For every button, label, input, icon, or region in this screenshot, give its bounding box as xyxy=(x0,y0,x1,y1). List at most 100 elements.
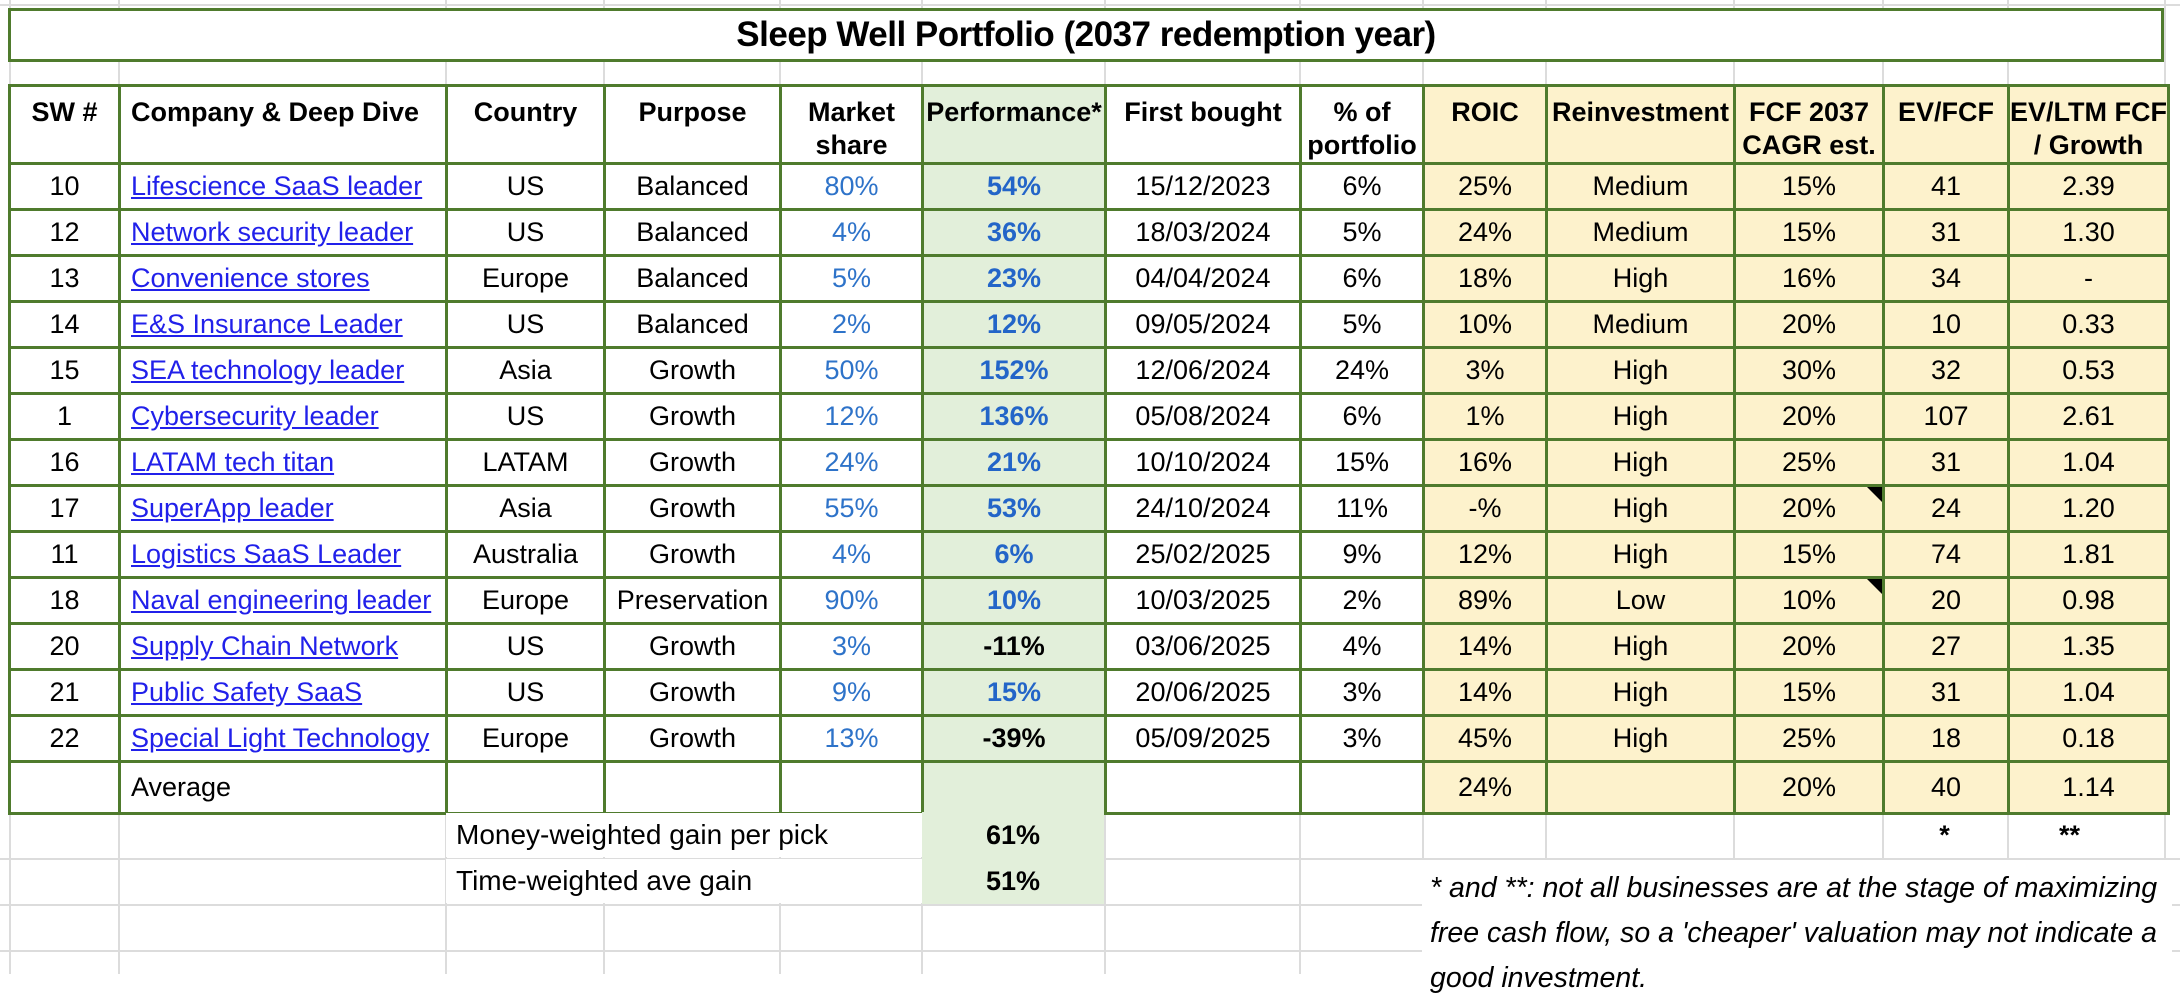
sw-number-cell[interactable]: 11 xyxy=(8,530,121,579)
reinvestment-cell[interactable]: High xyxy=(1545,622,1736,671)
fcf-cagr-cell[interactable]: 25% xyxy=(1733,714,1885,763)
roic-cell[interactable]: 45% xyxy=(1422,714,1548,763)
cell[interactable] xyxy=(1104,760,1302,815)
country-cell[interactable]: US xyxy=(445,622,606,671)
pct-portfolio-cell[interactable]: 3% xyxy=(1299,668,1425,717)
col-header-sw[interactable]: SW # xyxy=(8,84,121,165)
purpose-cell[interactable]: Growth xyxy=(603,438,782,487)
market-share-cell[interactable]: 50% xyxy=(779,346,924,395)
first-bought-cell[interactable]: 10/10/2024 xyxy=(1104,438,1302,487)
company-cell[interactable]: Lifescience SaaS leader xyxy=(118,162,448,211)
performance-cell[interactable]: 152% xyxy=(921,346,1107,395)
performance-cell[interactable]: 10% xyxy=(921,576,1107,625)
market-share-cell[interactable]: 2% xyxy=(779,300,924,349)
fcf-cagr-cell[interactable]: 20% xyxy=(1733,392,1885,441)
purpose-cell[interactable]: Growth xyxy=(603,346,782,395)
company-cell[interactable]: Supply Chain Network xyxy=(118,622,448,671)
first-bought-cell[interactable]: 03/06/2025 xyxy=(1104,622,1302,671)
sw-number-cell[interactable]: 18 xyxy=(8,576,121,625)
ev-ltm-cell[interactable]: 0.53 xyxy=(2007,346,2170,395)
market-share-cell[interactable]: 9% xyxy=(779,668,924,717)
country-cell[interactable]: US xyxy=(445,300,606,349)
money-weighted-value-cell[interactable]: 61% xyxy=(922,812,1104,858)
time-weighted-label-cell[interactable]: Time-weighted ave gain xyxy=(446,859,930,903)
company-cell[interactable]: Naval engineering leader xyxy=(118,576,448,625)
reinvestment-cell[interactable]: Medium xyxy=(1545,300,1736,349)
country-cell[interactable]: US xyxy=(445,162,606,211)
pct-portfolio-cell[interactable]: 2% xyxy=(1299,576,1425,625)
purpose-cell[interactable]: Growth xyxy=(603,668,782,717)
cell[interactable] xyxy=(1545,760,1736,815)
country-cell[interactable]: Australia xyxy=(445,530,606,579)
ev-fcf-cell[interactable]: 31 xyxy=(1882,438,2010,487)
first-bought-cell[interactable]: 04/04/2024 xyxy=(1104,254,1302,303)
purpose-cell[interactable]: Balanced xyxy=(603,300,782,349)
ev-ltm-cell[interactable]: 1.20 xyxy=(2007,484,2170,533)
performance-cell[interactable]: 15% xyxy=(921,668,1107,717)
ev-fcf-cell[interactable]: 24 xyxy=(1882,484,2010,533)
company-link[interactable]: Cybersecurity leader xyxy=(131,401,379,431)
ev-fcf-cell[interactable]: 41 xyxy=(1882,162,2010,211)
roic-cell[interactable]: 16% xyxy=(1422,438,1548,487)
ev-ltm-cell[interactable]: 2.61 xyxy=(2007,392,2170,441)
average-ev-ltm-cell[interactable]: 1.14 xyxy=(2007,760,2170,815)
country-cell[interactable]: Europe xyxy=(445,254,606,303)
country-cell[interactable]: US xyxy=(445,392,606,441)
roic-cell[interactable]: 14% xyxy=(1422,668,1548,717)
first-bought-cell[interactable]: 24/10/2024 xyxy=(1104,484,1302,533)
roic-cell[interactable]: 10% xyxy=(1422,300,1548,349)
pct-portfolio-cell[interactable]: 5% xyxy=(1299,208,1425,257)
performance-cell[interactable]: -39% xyxy=(921,714,1107,763)
company-cell[interactable]: SuperApp leader xyxy=(118,484,448,533)
purpose-cell[interactable]: Growth xyxy=(603,530,782,579)
cell[interactable] xyxy=(603,760,782,815)
col-header-purpose[interactable]: Purpose xyxy=(603,84,782,165)
sw-number-cell[interactable]: 22 xyxy=(8,714,121,763)
market-share-cell[interactable]: 55% xyxy=(779,484,924,533)
col-header-country[interactable]: Country xyxy=(445,84,606,165)
fcf-cagr-cell[interactable]: 15% xyxy=(1733,668,1885,717)
reinvestment-cell[interactable]: Low xyxy=(1545,576,1736,625)
country-cell[interactable]: Asia xyxy=(445,484,606,533)
first-bought-cell[interactable]: 25/02/2025 xyxy=(1104,530,1302,579)
company-link[interactable]: Supply Chain Network xyxy=(131,631,399,661)
country-cell[interactable]: Europe xyxy=(445,714,606,763)
sw-number-cell[interactable]: 21 xyxy=(8,668,121,717)
col-header-roic[interactable]: ROIC xyxy=(1422,84,1548,165)
ev-ltm-cell[interactable]: - xyxy=(2007,254,2170,303)
reinvestment-cell[interactable]: High xyxy=(1545,392,1736,441)
reinvestment-cell[interactable]: High xyxy=(1545,484,1736,533)
company-link[interactable]: Convenience stores xyxy=(131,263,370,293)
company-cell[interactable]: Special Light Technology xyxy=(118,714,448,763)
sw-number-cell[interactable]: 17 xyxy=(8,484,121,533)
average-roic-cell[interactable]: 24% xyxy=(1422,760,1548,815)
company-link[interactable]: SEA technology leader xyxy=(131,355,405,385)
market-share-cell[interactable]: 4% xyxy=(779,530,924,579)
performance-cell[interactable]: 23% xyxy=(921,254,1107,303)
sw-number-cell[interactable]: 16 xyxy=(8,438,121,487)
pct-portfolio-cell[interactable]: 24% xyxy=(1299,346,1425,395)
sw-number-cell[interactable]: 12 xyxy=(8,208,121,257)
reinvestment-cell[interactable]: High xyxy=(1545,346,1736,395)
company-cell[interactable]: Network security leader xyxy=(118,208,448,257)
money-weighted-label-cell[interactable]: Money-weighted gain per pick xyxy=(446,813,930,857)
company-cell[interactable]: E&S Insurance Leader xyxy=(118,300,448,349)
pct-portfolio-cell[interactable]: 3% xyxy=(1299,714,1425,763)
average-label-cell[interactable]: Average xyxy=(118,760,448,815)
company-link[interactable]: Public Safety SaaS xyxy=(131,677,363,707)
purpose-cell[interactable]: Growth xyxy=(603,484,782,533)
company-link[interactable]: Special Light Technology xyxy=(131,723,430,753)
cell[interactable] xyxy=(779,760,924,815)
purpose-cell[interactable]: Balanced xyxy=(603,208,782,257)
performance-cell[interactable]: 36% xyxy=(921,208,1107,257)
first-bought-cell[interactable]: 05/08/2024 xyxy=(1104,392,1302,441)
country-cell[interactable]: LATAM xyxy=(445,438,606,487)
ev-fcf-cell[interactable]: 34 xyxy=(1882,254,2010,303)
col-header-fcf-cagr[interactable]: FCF 2037 CAGR est. xyxy=(1733,84,1885,165)
sw-number-cell[interactable]: 15 xyxy=(8,346,121,395)
market-share-cell[interactable]: 4% xyxy=(779,208,924,257)
purpose-cell[interactable]: Balanced xyxy=(603,254,782,303)
roic-cell[interactable]: 24% xyxy=(1422,208,1548,257)
company-link[interactable]: E&S Insurance Leader xyxy=(131,309,403,339)
ev-fcf-cell[interactable]: 32 xyxy=(1882,346,2010,395)
